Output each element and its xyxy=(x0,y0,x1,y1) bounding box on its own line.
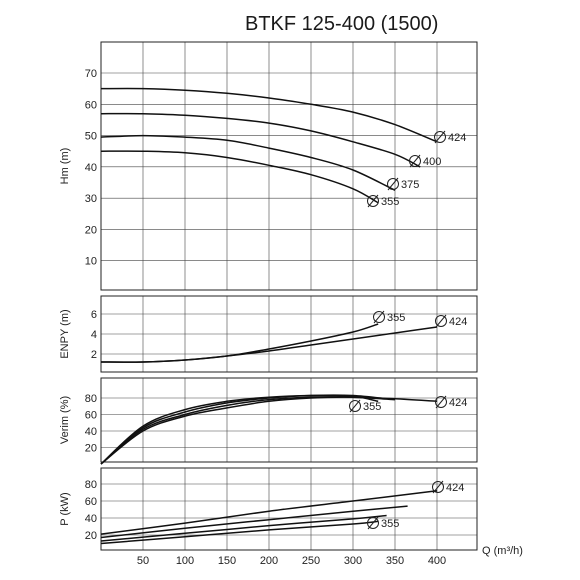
label-head-1: 400 xyxy=(409,154,441,168)
ytick-power-0: 20 xyxy=(85,530,97,542)
chart-title: BTKF 125-400 (1500) xyxy=(245,13,438,35)
ytick-npsh-2: 6 xyxy=(91,309,97,321)
ytick-npsh-1: 4 xyxy=(91,329,97,341)
curve-efficiency-d375 xyxy=(100,394,387,465)
ytick-head-4: 50 xyxy=(85,131,97,143)
label-power-1-slash xyxy=(367,516,379,530)
curve-efficiency-d355 xyxy=(100,394,379,465)
ytick-efficiency-0: 20 xyxy=(85,443,97,455)
xtick-2: 150 xyxy=(218,555,236,567)
curve-head-d424 xyxy=(100,87,438,143)
label-efficiency-0-slash xyxy=(349,399,361,413)
frame-power xyxy=(100,467,478,551)
ytick-power-2: 60 xyxy=(85,496,97,508)
curve-head-d375 xyxy=(100,134,396,191)
label-head-1-text: 400 xyxy=(423,156,441,168)
label-head-2-circle xyxy=(387,178,399,190)
label-npsh-0: 355 xyxy=(373,310,405,324)
ytick-power-3: 80 xyxy=(85,479,97,491)
label-efficiency-1-text: 424 xyxy=(449,397,467,409)
xtick-4: 250 xyxy=(302,555,320,567)
curve-head-d400 xyxy=(100,112,421,168)
curve-npsh-d424 xyxy=(100,326,438,363)
label-head-1-slash xyxy=(409,154,421,168)
label-power-1: 355 xyxy=(367,516,399,530)
ytick-efficiency-2: 60 xyxy=(85,410,97,422)
ytick-power-1: 40 xyxy=(85,513,97,525)
ytick-efficiency-1: 40 xyxy=(85,426,97,438)
label-efficiency-1-slash xyxy=(435,395,447,409)
xtick-6: 350 xyxy=(386,555,404,567)
label-head-0-slash xyxy=(434,130,446,144)
label-npsh-0-text: 355 xyxy=(387,312,405,324)
ytick-head-0: 10 xyxy=(85,256,97,268)
curve-efficiency-d400 xyxy=(100,396,396,465)
ytick-head-5: 60 xyxy=(85,99,97,111)
label-power-1-circle xyxy=(367,517,379,529)
ytick-npsh-0: 2 xyxy=(91,349,97,361)
label-efficiency-0-circle xyxy=(349,400,361,412)
label-power-0-slash xyxy=(432,480,444,494)
label-efficiency-0-text: 355 xyxy=(363,401,381,413)
ytick-head-6: 70 xyxy=(85,68,97,80)
x-axis: 50 100 150 200 250 300 350 400 Q (m³/h) xyxy=(137,545,523,567)
label-efficiency-1-circle xyxy=(435,396,447,408)
curve-power-d375 xyxy=(100,514,387,542)
label-power-0-circle xyxy=(432,481,444,493)
curve-power-d355 xyxy=(100,520,379,545)
label-head-1-circle xyxy=(409,155,421,167)
label-head-2: 375 xyxy=(387,177,419,191)
label-head-3-text: 355 xyxy=(381,196,399,208)
label-power-1-text: 355 xyxy=(381,518,399,530)
label-head-0-text: 424 xyxy=(448,132,466,144)
label-npsh-1-circle xyxy=(435,315,447,327)
xtick-7: 400 xyxy=(428,555,446,567)
curve-power-d400 xyxy=(100,505,408,539)
panel-efficiency: 20 40 60 80 Verim (%) 355 424 xyxy=(59,377,478,465)
label-npsh-1-slash xyxy=(435,314,447,328)
frame-npsh xyxy=(100,295,478,373)
curve-power-d424 xyxy=(100,490,438,535)
label-head-3-slash xyxy=(367,194,379,208)
ylabel-efficiency: Verim (%) xyxy=(59,396,71,444)
ylabel-npsh: ENPY (m) xyxy=(59,309,71,358)
label-efficiency-1: 424 xyxy=(435,395,467,409)
curve-npsh-d355 xyxy=(100,323,379,363)
ytick-head-2: 30 xyxy=(85,193,97,205)
frame-efficiency xyxy=(100,377,478,463)
ylabel-power: P (kW) xyxy=(59,492,71,525)
label-npsh-0-circle xyxy=(373,311,385,323)
ytick-head-3: 40 xyxy=(85,162,97,174)
label-efficiency-0: 355 xyxy=(349,399,381,413)
ytick-efficiency-3: 80 xyxy=(85,393,97,405)
label-head-2-text: 375 xyxy=(401,179,419,191)
label-npsh-1: 424 xyxy=(435,314,467,328)
label-head-0-circle xyxy=(434,131,446,143)
panel-power: 20 40 60 80 P (kW) 424 355 xyxy=(59,467,478,551)
label-power-0-text: 424 xyxy=(446,482,464,494)
frame-head xyxy=(100,41,478,291)
label-npsh-1-text: 424 xyxy=(449,316,467,328)
xtick-1: 100 xyxy=(176,555,194,567)
label-head-0: 424 xyxy=(434,130,466,144)
panel-npsh: 2 4 6 ENPY (m) 355 424 xyxy=(59,295,478,373)
label-head-2-slash xyxy=(387,177,399,191)
ylabel-head: Hm (m) xyxy=(59,148,71,185)
curve-head-d355 xyxy=(100,150,379,204)
label-npsh-0-slash xyxy=(373,310,385,324)
xtick-0: 50 xyxy=(137,555,149,567)
xtick-3: 200 xyxy=(260,555,278,567)
label-power-0: 424 xyxy=(432,480,464,494)
label-head-3-circle xyxy=(367,195,379,207)
ytick-head-1: 20 xyxy=(85,224,97,236)
x-axis-label: Q (m³/h) xyxy=(482,545,523,557)
xtick-5: 300 xyxy=(344,555,362,567)
label-head-3: 355 xyxy=(367,194,399,208)
